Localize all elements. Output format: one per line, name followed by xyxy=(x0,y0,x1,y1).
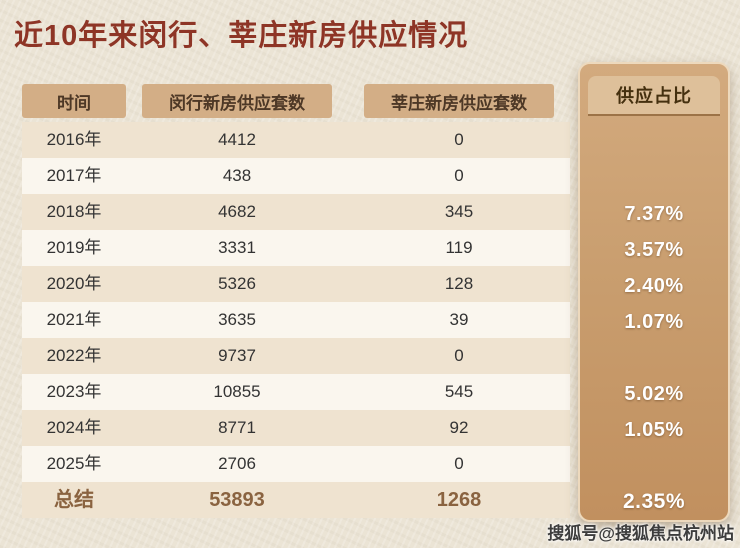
minhang-cell: 53893 xyxy=(209,489,265,511)
ratio-cell: 3.57% xyxy=(624,238,684,261)
minhang-cell: 10855 xyxy=(213,382,261,401)
minhang-cell: 2706 xyxy=(218,454,256,473)
table-row: 2024年 8771 92 xyxy=(22,410,570,446)
year-cell: 2024年 xyxy=(46,418,102,437)
table-row: 2018年 4682 345 xyxy=(22,194,570,230)
table-row: 2023年 10855 545 xyxy=(22,374,570,410)
header-xinzhuang: 莘庄新房供应套数 xyxy=(364,84,554,118)
minhang-cell: 3635 xyxy=(218,310,256,329)
minhang-cell: 438 xyxy=(222,166,252,185)
page-title: 近10年来闵行、莘庄新房供应情况 xyxy=(14,20,469,52)
minhang-cell: 5326 xyxy=(218,274,256,293)
year-cell: 总结 xyxy=(54,489,94,511)
header-ratio: 供应占比 xyxy=(588,76,720,116)
year-cell: 2016年 xyxy=(46,130,102,149)
ratio-cell: 1.05% xyxy=(624,418,684,441)
year-cell: 2017年 xyxy=(46,166,102,185)
table-row: 2019年 3331 119 xyxy=(22,230,570,266)
watermark: 搜狐号@搜狐焦点杭州站 xyxy=(547,524,734,543)
table-row: 2020年 5326 128 xyxy=(22,266,570,302)
ratio-cell xyxy=(580,124,728,160)
minhang-cell: 8771 xyxy=(218,418,256,437)
xinzhuang-cell: 1268 xyxy=(436,489,482,511)
year-cell: 2019年 xyxy=(46,238,102,257)
xinzhuang-cell: 0 xyxy=(454,166,464,185)
year-cell: 2021年 xyxy=(46,310,102,329)
year-cell: 2020年 xyxy=(46,274,102,293)
header-time: 时间 xyxy=(22,84,126,118)
xinzhuang-cell: 0 xyxy=(454,346,464,365)
xinzhuang-cell: 0 xyxy=(454,454,464,473)
table-row: 2025年 2706 0 xyxy=(22,446,570,482)
table-summary-row: 总结 53893 1268 xyxy=(22,482,570,518)
ratio-cell xyxy=(580,448,728,484)
table-header-row: 时间 闵行新房供应套数 莘庄新房供应套数 xyxy=(22,84,570,118)
year-cell: 2022年 xyxy=(46,346,102,365)
minhang-cell: 4682 xyxy=(218,202,256,221)
table-row: 2017年 438 0 xyxy=(22,158,570,194)
table-body: 2016年 4412 0 2017年 438 0 2018年 4682 345 … xyxy=(22,122,570,518)
ratio-cell: 1.07% xyxy=(624,310,684,333)
supply-table: 时间 闵行新房供应套数 莘庄新房供应套数 2016年 4412 0 2017年 … xyxy=(22,84,570,518)
xinzhuang-cell: 345 xyxy=(444,202,474,221)
header-minhang: 闵行新房供应套数 xyxy=(142,84,332,118)
xinzhuang-cell: 119 xyxy=(445,238,473,257)
ratio-summary-cell: 2.35% xyxy=(622,490,686,513)
xinzhuang-cell: 545 xyxy=(444,382,474,401)
ratio-panel-body: 7.37% 3.57% 2.40% 1.07% 5.02% 1.05% 2.35… xyxy=(580,124,728,520)
table-row: 2016年 4412 0 xyxy=(22,122,570,158)
year-cell: 2023年 xyxy=(46,382,102,401)
xinzhuang-cell: 128 xyxy=(444,274,474,293)
xinzhuang-cell: 0 xyxy=(454,130,464,149)
xinzhuang-cell: 92 xyxy=(449,418,469,437)
table-row: 2021年 3635 39 xyxy=(22,302,570,338)
ratio-cell: 5.02% xyxy=(624,382,684,405)
minhang-cell: 3331 xyxy=(218,238,256,257)
year-cell: 2025年 xyxy=(46,454,102,473)
year-cell: 2018年 xyxy=(46,202,102,221)
minhang-cell: 4412 xyxy=(218,130,256,149)
ratio-cell xyxy=(580,160,728,196)
minhang-cell: 9737 xyxy=(218,346,256,365)
ratio-cell: 7.37% xyxy=(624,202,684,225)
ratio-panel: 供应占比 7.37% 3.57% 2.40% 1.07% 5.02% 1.05%… xyxy=(578,62,730,522)
ratio-cell: 2.40% xyxy=(624,274,684,297)
table-row: 2022年 9737 0 xyxy=(22,338,570,374)
xinzhuang-cell: 39 xyxy=(449,310,469,329)
ratio-cell xyxy=(580,340,728,376)
